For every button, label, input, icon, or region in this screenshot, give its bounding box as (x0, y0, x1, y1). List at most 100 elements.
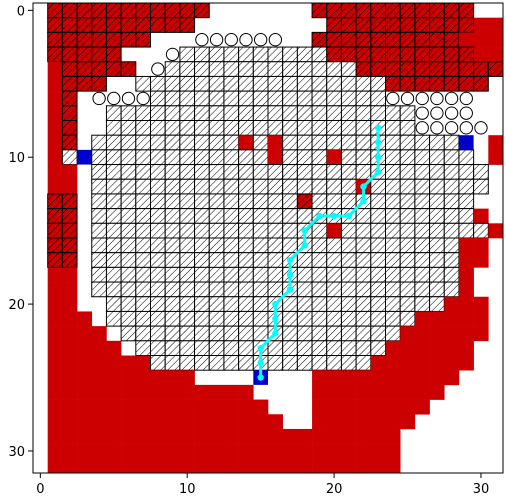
hatch-overlay (223, 61, 239, 77)
hatch-overlay (414, 223, 430, 238)
hatch-overlay (209, 120, 224, 136)
hatch-overlay (370, 105, 386, 121)
danger-cell (47, 105, 63, 121)
hatch-overlay (165, 164, 180, 180)
hatch-overlay (121, 149, 136, 165)
hatch-overlay (429, 135, 445, 150)
hatch-overlay (444, 179, 459, 194)
hatch-overlay (414, 179, 430, 194)
hatch-overlay (341, 91, 357, 106)
hatch-overlay (414, 47, 430, 62)
hatch-overlay (400, 3, 415, 18)
danger-cell (458, 355, 474, 371)
hatch-overlay (341, 340, 357, 356)
hatch-overlay (312, 252, 327, 268)
hatch-overlay (400, 267, 415, 283)
hatch-overlay (282, 120, 298, 136)
hatch-overlay (400, 149, 415, 165)
danger-cell (47, 61, 63, 77)
danger-cell (473, 47, 489, 63)
danger-cell (370, 428, 386, 444)
danger-cell (106, 458, 122, 474)
danger-cell (429, 370, 445, 386)
hatch-overlay (253, 149, 268, 165)
danger-cell (165, 370, 181, 386)
hatch-overlay (414, 17, 430, 33)
hatch-overlay (253, 179, 268, 194)
hatch-overlay (341, 135, 357, 150)
hatch-overlay (268, 282, 283, 297)
hatch-overlay (47, 208, 63, 224)
danger-cell (326, 428, 342, 444)
hatch-overlay (356, 135, 371, 150)
danger-cell (458, 32, 474, 48)
danger-cell (268, 135, 283, 151)
hatch-overlay (209, 252, 224, 268)
hatch-overlay (253, 311, 268, 327)
danger-cell (62, 326, 78, 342)
danger-cell (473, 252, 489, 268)
danger-cell (458, 340, 474, 356)
danger-cell (385, 428, 401, 444)
danger-cell (165, 458, 181, 474)
danger-cell (385, 458, 401, 474)
hatch-overlay (458, 179, 474, 194)
hatch-overlay (238, 164, 254, 180)
path-point (286, 271, 294, 278)
danger-cell (135, 443, 151, 459)
hatch-overlay (356, 76, 371, 92)
hatch-overlay (209, 208, 224, 224)
hatch-overlay (473, 164, 489, 180)
hatch-overlay (253, 164, 268, 180)
hatch-overlay (238, 282, 254, 297)
hatch-overlay (429, 47, 445, 62)
hatch-overlay (385, 208, 401, 224)
hatch-overlay (179, 223, 195, 238)
hatch-overlay (179, 105, 195, 121)
hatch-overlay (312, 223, 327, 238)
danger-cell (268, 414, 283, 430)
danger-cell (458, 282, 474, 298)
hatch-overlay (223, 120, 239, 136)
hatch-overlay (326, 47, 342, 62)
danger-cell (62, 282, 78, 298)
danger-cell (121, 443, 137, 459)
hatch-overlay (429, 296, 445, 312)
hatch-overlay (268, 120, 283, 136)
danger-cell (62, 340, 78, 356)
danger-cell (194, 399, 210, 415)
hatch-overlay (150, 223, 166, 238)
hatch-overlay (385, 149, 401, 165)
hatch-overlay (91, 32, 107, 48)
danger-cell (429, 355, 445, 371)
hatch-overlay (165, 223, 180, 238)
hatch-overlay (444, 135, 459, 150)
hatch-overlay (356, 17, 371, 33)
danger-cell (312, 414, 328, 430)
hatch-overlay (238, 296, 254, 312)
hatch-overlay (209, 340, 224, 356)
hatch-overlay (429, 179, 445, 194)
hatch-overlay (297, 120, 313, 136)
danger-cell (91, 340, 107, 356)
hatch-overlay (106, 282, 122, 297)
hatch-overlay (91, 193, 107, 209)
hatch-overlay (312, 105, 327, 121)
hatch-overlay (282, 76, 298, 92)
hatch-overlay (297, 91, 313, 106)
danger-cell (47, 120, 63, 136)
hatch-overlay (194, 76, 210, 92)
hatch-overlay (326, 252, 342, 268)
hatch-overlay (429, 252, 445, 268)
hatch-overlay (400, 164, 415, 180)
hatch-overlay (121, 252, 136, 268)
path-point (272, 300, 279, 308)
hatch-overlay (91, 3, 107, 18)
danger-cell (429, 326, 445, 342)
hatch-overlay (209, 238, 224, 253)
circle-marker (136, 91, 150, 106)
hatch-overlay (312, 179, 327, 194)
hatch-overlay (238, 267, 254, 283)
hatch-overlay (179, 326, 195, 341)
